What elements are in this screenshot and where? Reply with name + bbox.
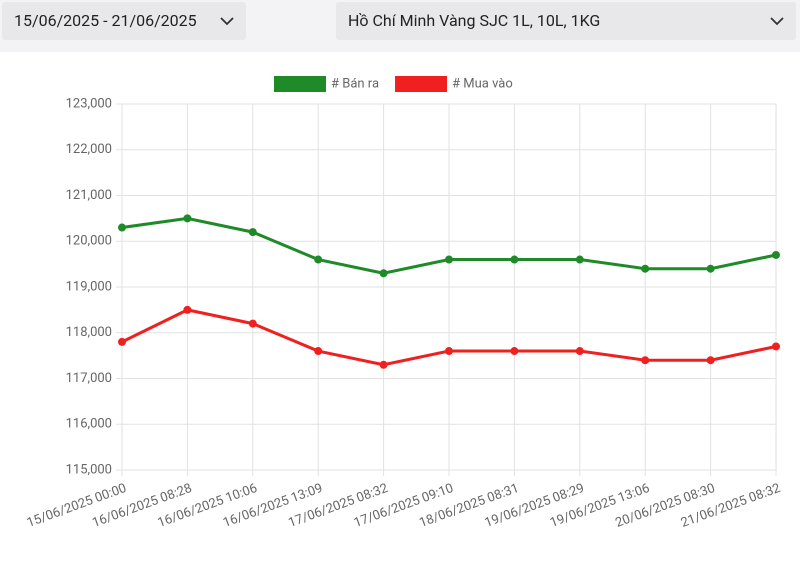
point — [314, 347, 323, 356]
y-tick-label: 117,000 — [66, 371, 112, 386]
point — [772, 342, 780, 351]
point — [445, 347, 453, 356]
point — [510, 255, 519, 264]
point — [772, 250, 780, 259]
point — [510, 347, 519, 356]
point — [575, 255, 584, 264]
y-tick-label: 122,000 — [66, 142, 112, 157]
point — [379, 360, 388, 369]
point — [575, 347, 584, 356]
y-tick-label: 123,000 — [66, 96, 112, 111]
chevron — [220, 17, 234, 26]
point — [706, 356, 715, 365]
point — [248, 319, 257, 328]
y-tick-label: 118,000 — [66, 325, 112, 340]
product-select[interactable]: Hồ Chí Minh Vàng SJC 1L, 10L, 1KG — [336, 2, 796, 40]
product: Hồ Chí Minh Vàng SJC 1L, 10L, 1KG — [348, 11, 601, 30]
y-tick-label: 119,000 — [66, 279, 112, 294]
chart-panel — [0, 52, 800, 561]
point — [379, 269, 388, 278]
point — [183, 214, 192, 223]
date-range-select[interactable]: 15/06/2025 - 21/06/2025 — [2, 2, 246, 40]
point — [314, 255, 323, 264]
point — [445, 255, 453, 264]
y-tick-label: 115,000 — [66, 462, 112, 477]
point — [706, 264, 715, 273]
point — [248, 228, 257, 237]
y-tick-label: 121,000 — [66, 188, 112, 203]
date-range: 15/06/2025 - 21/06/2025 — [14, 11, 197, 30]
point — [118, 223, 126, 232]
legend-label: # Bán ra — [331, 76, 379, 91]
chevron — [770, 17, 784, 26]
point — [118, 337, 126, 346]
point — [641, 356, 650, 365]
y-tick-label: 120,000 — [66, 234, 112, 249]
legend-swatch — [395, 76, 448, 92]
point — [641, 264, 650, 273]
legend-label: # Mua vào — [452, 76, 513, 91]
point — [183, 305, 192, 314]
legend-swatch — [274, 76, 326, 92]
y-tick-label: 116,000 — [66, 417, 112, 432]
